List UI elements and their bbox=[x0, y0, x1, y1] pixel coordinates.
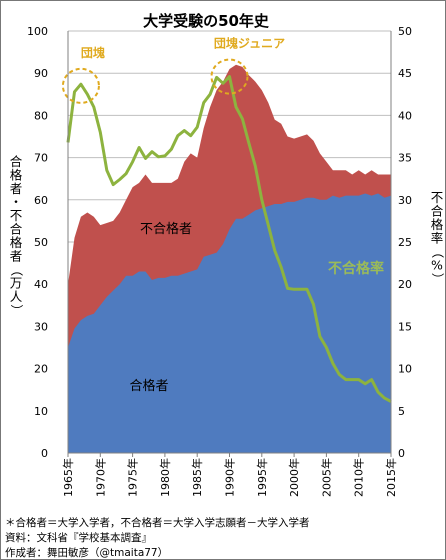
left-tick-label-30: 30 bbox=[34, 320, 48, 333]
left-axis-title-char-10: 人 bbox=[10, 289, 23, 304]
right-axis-title-char-6: ） bbox=[430, 273, 445, 286]
right-axis-title: 不合格率（%） bbox=[430, 190, 445, 285]
left-axis-title-char-2: 者 bbox=[10, 181, 23, 196]
pass-area bbox=[68, 193, 391, 453]
left-axis-title-char-8: （ bbox=[9, 264, 24, 277]
left-axis-title-char-3: ・ bbox=[10, 195, 23, 210]
fail-rate-line-group bbox=[66, 75, 392, 403]
annotations: 団塊 団塊ジュニア bbox=[61, 36, 285, 104]
right-tick-label-25: 25 bbox=[398, 236, 412, 249]
x-tick-label-1965: 1965年 bbox=[61, 458, 75, 497]
left-tick-label-70: 70 bbox=[34, 152, 48, 165]
left-tick-label-100: 100 bbox=[27, 25, 48, 38]
left-axis-title-char-7: 者 bbox=[10, 249, 23, 264]
axes: 0 10 20 30 40 50 60 70 80 90 100 0 5 10 15 20 25 30 35 40 45… bbox=[9, 25, 445, 497]
left-tick-label-90: 90 bbox=[34, 67, 48, 80]
right-tick-label-50: 50 bbox=[398, 25, 412, 38]
x-tick-label-2005: 2005年 bbox=[319, 458, 333, 497]
left-tick-label-80: 80 bbox=[34, 109, 48, 122]
left-tick-label-20: 20 bbox=[34, 363, 48, 376]
x-tick-label-1975: 1975年 bbox=[126, 458, 140, 497]
footnote-definition: ＊合格者＝大学入学者，不合格者＝大学入学志願者－大学入学者 bbox=[5, 517, 310, 529]
left-axis-title-char-9: 万 bbox=[10, 276, 23, 291]
x-tick-label-2010: 2010年 bbox=[352, 458, 366, 497]
annotation-label-1: 団塊ジュニア bbox=[214, 36, 285, 51]
x-tick-label-2000: 2000年 bbox=[287, 458, 301, 497]
left-tick-label-50: 50 bbox=[34, 236, 48, 249]
right-axis-title-char-0: 不 bbox=[431, 190, 444, 205]
annotation-circle-1 bbox=[210, 58, 249, 95]
right-tick-label-45: 45 bbox=[398, 67, 412, 80]
right-tick-label-15: 15 bbox=[398, 320, 412, 333]
area-label-pass: 合格者 bbox=[129, 378, 168, 394]
right-tick-label-35: 35 bbox=[398, 152, 412, 165]
x-tick-label-1995: 1995年 bbox=[255, 458, 269, 497]
left-axis-title-char-4: 不 bbox=[10, 208, 23, 223]
right-tick-label-20: 20 bbox=[398, 278, 412, 291]
left-tick-label-60: 60 bbox=[34, 194, 48, 207]
left-tick-label-10: 10 bbox=[34, 405, 48, 418]
annotation-circle-0 bbox=[61, 67, 100, 104]
areas bbox=[68, 64, 391, 454]
right-tick-label-0: 0 bbox=[398, 447, 405, 460]
area-label-fail: 不合格者 bbox=[140, 221, 192, 237]
left-axis-title-char-5: 合 bbox=[10, 222, 23, 237]
right-axis-title-char-3: 率 bbox=[431, 231, 444, 246]
right-axis-title-char-4: （ bbox=[430, 246, 445, 259]
x-tick-label-1980: 1980年 bbox=[158, 458, 172, 497]
left-axis-title: 合格者・不合格者（万人） bbox=[9, 154, 24, 317]
footnote-source: 資料：文科省『学校基本調査』 bbox=[5, 532, 152, 544]
right-tick-label-5: 5 bbox=[398, 405, 405, 418]
x-tick-label-1985: 1985年 bbox=[190, 458, 204, 497]
left-tick-label-40: 40 bbox=[34, 278, 48, 291]
x-tick-label-1970: 1970年 bbox=[93, 458, 107, 497]
right-tick-label-40: 40 bbox=[398, 109, 412, 122]
right-axis-title-char-5: % bbox=[431, 258, 443, 273]
chart-title: 大学受験の50年史 bbox=[143, 12, 270, 30]
right-tick-label-30: 30 bbox=[398, 194, 412, 207]
x-tick-label-1990: 1990年 bbox=[223, 458, 237, 497]
right-tick-label-10: 10 bbox=[398, 363, 412, 376]
right-axis-title-char-2: 格 bbox=[431, 217, 444, 232]
right-axis-title-char-1: 合 bbox=[431, 204, 444, 219]
area-chart: 団塊 団塊ジュニア 0 10 20 30 40 50 60 70 80 90 100 0 5 10 15 20 2… bbox=[9, 12, 445, 497]
left-tick-label-0: 0 bbox=[41, 447, 48, 460]
annotation-label-0: 団塊 bbox=[81, 45, 105, 60]
left-axis-title-char-0: 合 bbox=[10, 154, 23, 169]
line-label-rate: 不合格率 bbox=[328, 260, 384, 277]
footnote-author: 作成者：舞田敏彦（@tmaita77） bbox=[5, 547, 169, 559]
left-axis-title-char-1: 格 bbox=[10, 168, 23, 183]
left-axis-title-char-11: ） bbox=[9, 304, 24, 317]
x-tick-label-2015: 2015年 bbox=[384, 458, 398, 497]
fail-rate-line bbox=[66, 75, 392, 403]
left-axis-title-char-6: 格 bbox=[10, 235, 23, 250]
